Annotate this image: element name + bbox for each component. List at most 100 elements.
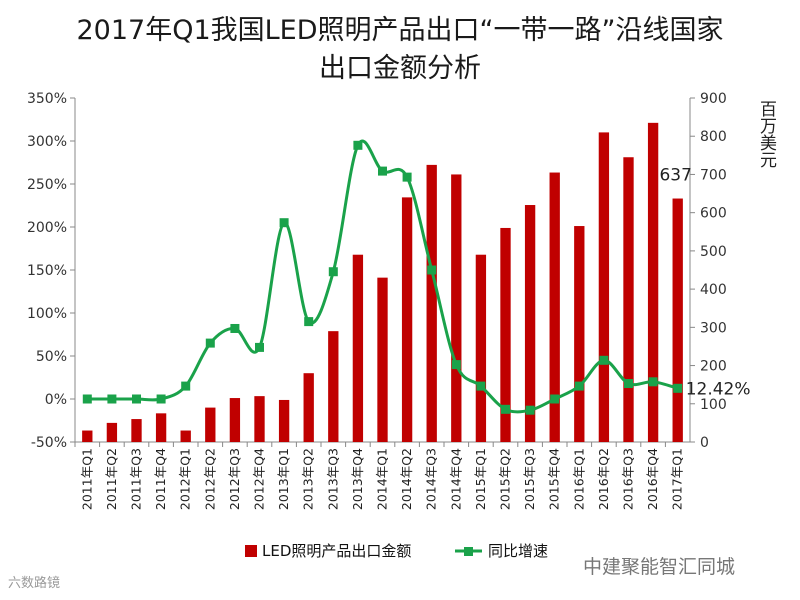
line-point — [378, 166, 387, 176]
bar — [82, 430, 93, 442]
bar — [500, 227, 511, 442]
x-tick-label: 2013年Q2 — [301, 448, 316, 510]
line-point — [353, 140, 363, 150]
y-left-tick-label: 50% — [36, 349, 67, 365]
bar — [574, 226, 585, 442]
x-tick-label: 2015年Q4 — [547, 448, 562, 510]
y-right-tick-label: 500 — [700, 244, 727, 260]
y-left-tick-label: 300% — [27, 134, 67, 150]
watermark-left: 六数路镜 — [8, 576, 61, 591]
bar — [229, 398, 241, 442]
bar — [598, 132, 610, 442]
line-point — [427, 265, 437, 275]
x-tick-label: 2016年Q2 — [596, 448, 611, 510]
y-left-axis: -50% 0% 50% 100% 150% 200% 250% 300% 350% — [27, 91, 75, 451]
bar — [524, 205, 536, 442]
y-left-tick-label: 350% — [27, 91, 67, 107]
line-point — [205, 338, 215, 348]
line-point — [156, 394, 166, 404]
bar — [549, 172, 560, 443]
bar — [352, 254, 364, 442]
y-right-tick-label: 800 — [700, 129, 727, 145]
bar — [205, 407, 216, 442]
x-tick-label: 2014年Q2 — [399, 448, 414, 510]
line-point — [328, 267, 338, 277]
line-point — [501, 404, 510, 414]
line-point — [624, 379, 633, 389]
line-point — [525, 405, 535, 415]
bar — [623, 157, 634, 442]
y-left-tick-label: 250% — [27, 177, 67, 193]
x-tick-label: 2012年Q3 — [227, 448, 242, 510]
watermark-right: 中建聚能智汇同城 — [583, 556, 736, 578]
line-point — [82, 394, 92, 404]
bar — [155, 413, 167, 442]
line-point — [402, 172, 412, 182]
y-left-tick-label: 0% — [45, 392, 67, 408]
legend-line-marker — [464, 547, 473, 556]
x-tick-label: 2014年Q1 — [375, 448, 390, 510]
x-tick-label: 2011年Q4 — [153, 448, 168, 510]
line-series — [82, 139, 683, 415]
x-tick-label: 2011年Q2 — [104, 448, 119, 510]
bar — [131, 419, 142, 442]
y-left-tick-label: -50% — [31, 435, 67, 451]
x-tick-label: 2016年Q3 — [621, 448, 636, 510]
y-right-tick-label: 700 — [700, 167, 727, 183]
x-tick-label: 2015年Q3 — [522, 448, 537, 510]
y-right-axis-label: 百万美元 — [756, 100, 777, 168]
bar — [401, 197, 413, 442]
x-tick-label: 2012年Q1 — [178, 448, 193, 510]
line-point — [648, 377, 658, 387]
bar — [303, 373, 314, 442]
bar — [647, 122, 659, 442]
line-point — [230, 323, 240, 333]
y-left-tick-label: 100% — [27, 306, 67, 322]
y-right-tick-label: 900 — [700, 91, 727, 107]
x-tick-label: 2012年Q4 — [252, 448, 267, 510]
y-left-tick-label: 200% — [27, 220, 67, 236]
x-tick-label: 2016年Q1 — [571, 448, 586, 510]
line-path — [87, 139, 679, 414]
line-point — [574, 381, 584, 391]
bar — [377, 277, 388, 442]
line-point — [673, 383, 683, 393]
legend-bar-label: LED照明产品出口金额 — [262, 542, 411, 560]
line-point — [304, 317, 314, 327]
x-tick-label: 2011年Q3 — [129, 448, 144, 510]
x-tick-label: 2016年Q4 — [645, 448, 660, 510]
annotations: 637 12.42% — [659, 166, 750, 400]
line-point — [599, 355, 609, 365]
bar — [475, 254, 487, 442]
bar — [328, 331, 339, 442]
y-right-tick-label: 400 — [700, 282, 727, 298]
x-tick-label: 2011年Q1 — [79, 448, 94, 510]
line-last-data-label: 12.42% — [686, 379, 751, 399]
y-left-tick-label: 150% — [27, 263, 67, 279]
line-point — [279, 218, 289, 228]
x-tick-label: 2014年Q4 — [448, 448, 463, 510]
line-point — [476, 381, 486, 391]
bar-series — [82, 122, 683, 443]
legend-line-label: 同比增速 — [488, 542, 548, 560]
line-point — [451, 360, 461, 370]
x-tick-label: 2013年Q1 — [276, 448, 291, 510]
line-point — [132, 394, 141, 404]
chart-title-line-2: 出口金额分析 — [319, 53, 481, 84]
bar — [451, 174, 462, 442]
legend-bar-swatch — [245, 545, 257, 557]
x-tick-label: 2015年Q1 — [473, 448, 488, 510]
bar — [672, 198, 683, 442]
bar — [106, 422, 118, 442]
x-tick-label: 2012年Q2 — [202, 448, 217, 510]
x-tick-label: 2013年Q4 — [350, 448, 365, 510]
chart-title-line-1: 2017年Q1我国LED照明产品出口“一带一路”沿线国家 — [76, 15, 724, 46]
chart-title: 2017年Q1我国LED照明产品出口“一带一路”沿线国家 出口金额分析 — [0, 12, 800, 88]
y-right-tick-label: 200 — [700, 359, 727, 375]
y-right-tick-label: 600 — [700, 206, 727, 222]
y-right-tick-label: 100 — [700, 397, 727, 413]
bar — [426, 164, 437, 442]
bar — [180, 430, 191, 442]
line-point — [107, 394, 117, 404]
